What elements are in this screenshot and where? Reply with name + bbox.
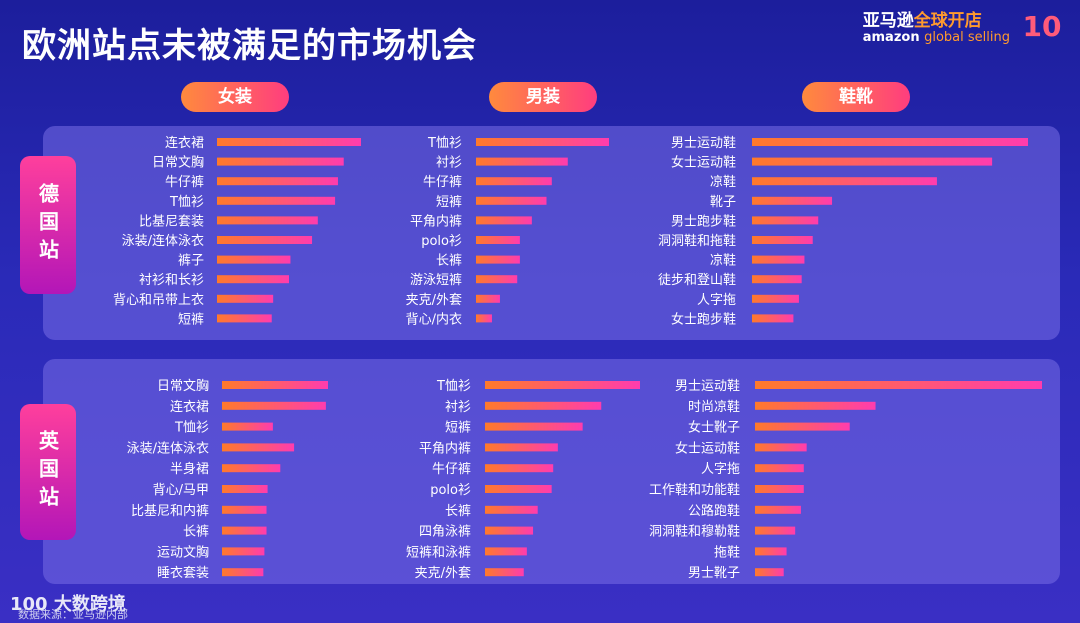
brand-cn-a: 亚马逊 <box>862 11 914 31</box>
pill-menswear: 男装 <box>489 82 597 112</box>
footer-logo: 100 大数跨境 <box>10 594 126 615</box>
data-source: 数据来源：亚马逊内部 <box>18 608 128 621</box>
page-title: 欧洲站点未被满足的市场机会 <box>22 26 477 66</box>
brand-cn-b: 全球开店 <box>913 11 982 31</box>
tab-germany: 德国站 <box>20 156 76 294</box>
tab-germany-label: 德国站 <box>35 183 60 267</box>
panel-uk <box>43 359 1060 584</box>
brand-en-b: global selling <box>924 29 1010 45</box>
tab-uk-label: 英国站 <box>35 430 60 514</box>
pill-womenswear: 女装 <box>181 82 289 112</box>
anniversary-badge: 10 <box>1022 10 1062 43</box>
panel-germany <box>43 126 1060 340</box>
brand-logo: 亚马逊全球开店 amazon global selling <box>863 12 1010 45</box>
tab-uk: 英国站 <box>20 404 76 540</box>
pill-footwear: 鞋靴 <box>802 82 910 112</box>
brand-en-a: amazon <box>862 29 920 45</box>
